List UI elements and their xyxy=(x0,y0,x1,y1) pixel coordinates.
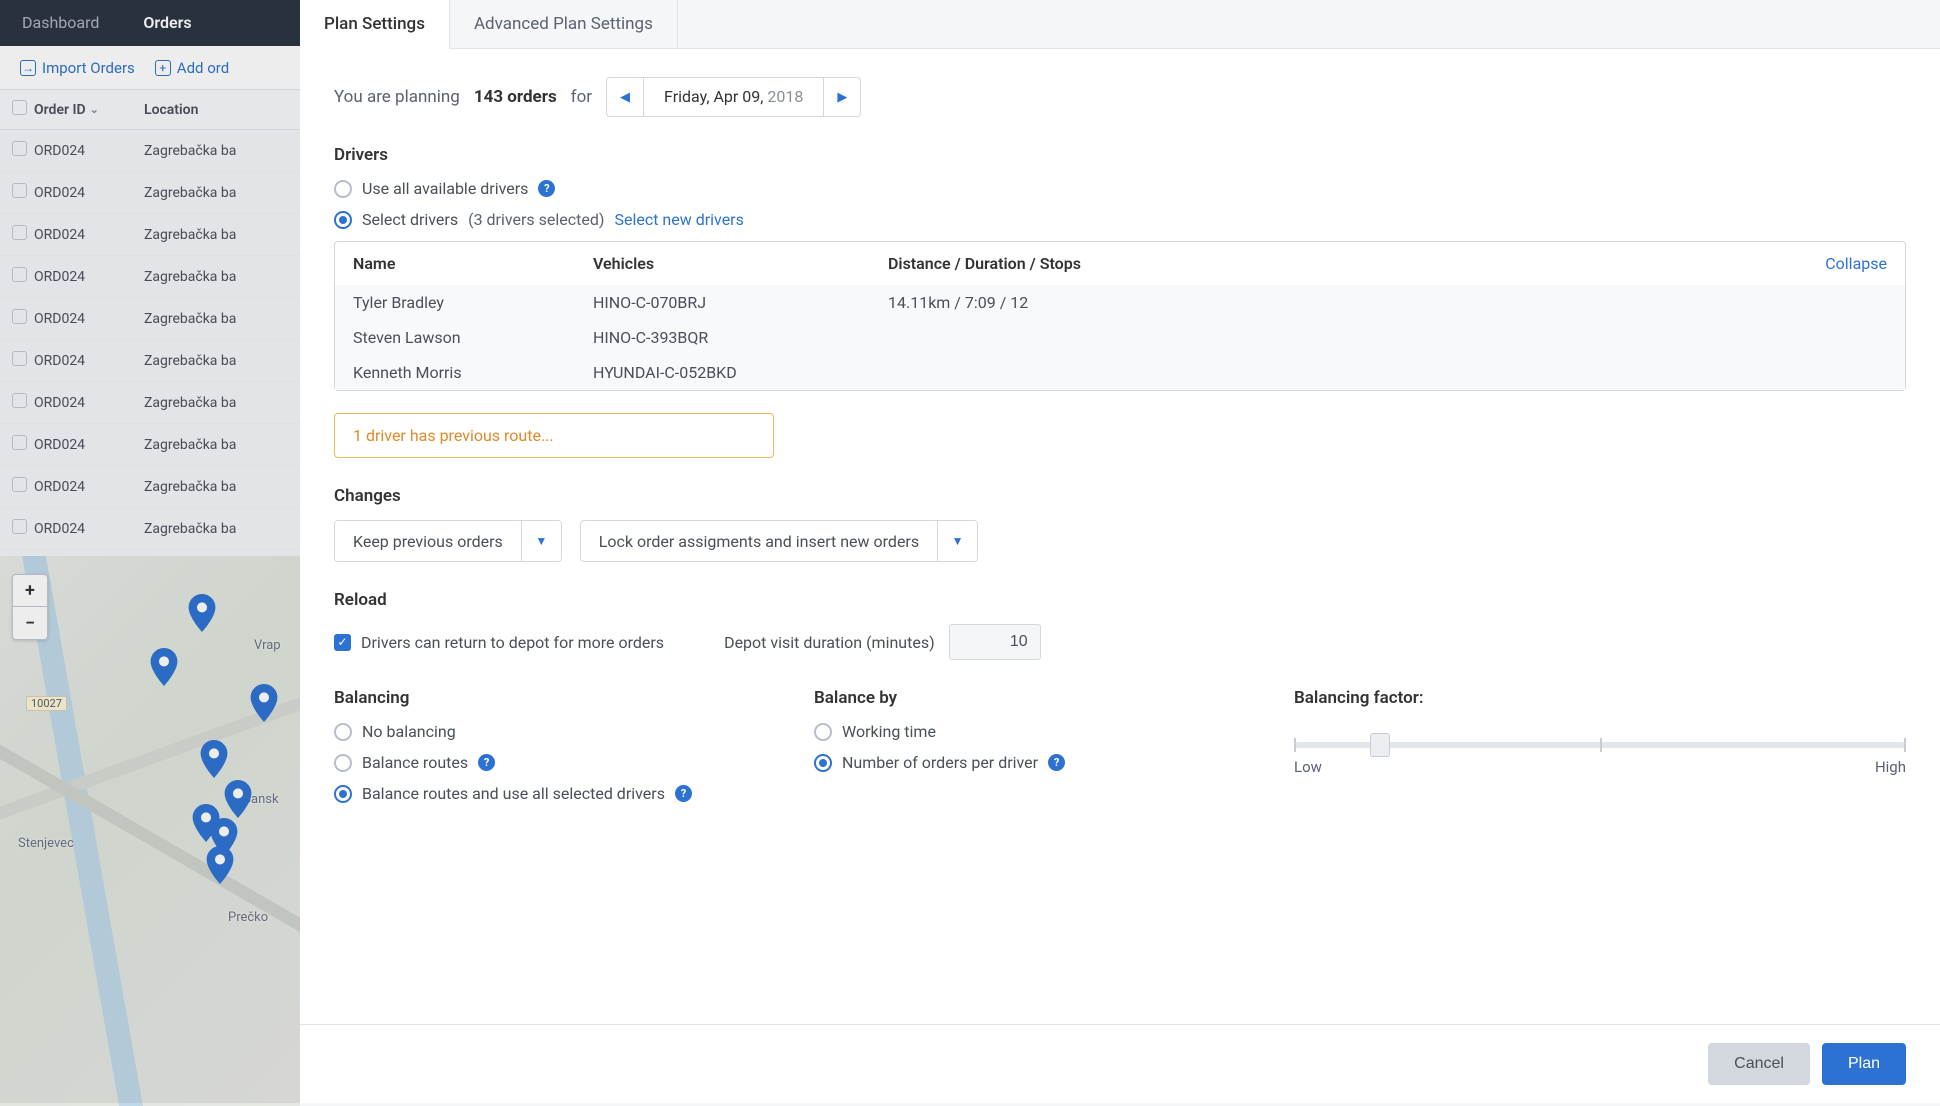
plan-button[interactable]: Plan xyxy=(1822,1043,1906,1085)
radio-select-drivers[interactable] xyxy=(334,211,352,229)
reload-row: ✓ Drivers can return to depot for more o… xyxy=(334,624,1906,660)
reload-checkbox-row[interactable]: ✓ Drivers can return to depot for more o… xyxy=(334,633,664,652)
changes-selects: Keep previous orders ▼ Lock order assigm… xyxy=(334,520,1906,562)
radio-option[interactable]: No balancing xyxy=(334,722,754,741)
balancing-columns: Balancing No balancing Balance routes ? … xyxy=(334,688,1906,815)
caret-down-icon: ▼ xyxy=(937,521,977,561)
modal-backdrop xyxy=(0,0,300,1103)
drivers-option-select[interactable]: Select drivers (3 drivers selected) Sele… xyxy=(334,210,1906,229)
driver-row[interactable]: Steven Lawson HINO-C-393BQR xyxy=(335,320,1905,355)
caret-down-icon: ▼ xyxy=(521,521,561,561)
col-vehicle: Vehicles xyxy=(593,254,888,273)
slider-thumb[interactable] xyxy=(1370,733,1390,757)
radio-all-drivers[interactable] xyxy=(334,180,352,198)
balance-by-title: Balance by xyxy=(814,688,1234,708)
tab-advanced-plan-settings[interactable]: Advanced Plan Settings xyxy=(450,0,678,48)
slider-labels: Low High xyxy=(1294,758,1906,776)
planning-summary: You are planning 143 orders for ◀ Friday… xyxy=(334,77,1906,117)
dialog-footer: Cancel Plan xyxy=(300,1024,1940,1103)
radio-label: Balance routes and use all selected driv… xyxy=(362,784,665,803)
radio-input[interactable] xyxy=(814,723,832,741)
plan-settings-dialog: Plan Settings Advanced Plan Settings You… xyxy=(300,0,1940,1103)
radio-input[interactable] xyxy=(334,754,352,772)
prev-date-button[interactable]: ◀ xyxy=(607,78,643,116)
cancel-button[interactable]: Cancel xyxy=(1708,1043,1810,1085)
radio-label: Number of orders per driver xyxy=(842,753,1038,772)
planning-suffix: for xyxy=(571,87,592,107)
slider-low-label: Low xyxy=(1294,758,1322,776)
radio-option[interactable]: Number of orders per driver ? xyxy=(814,753,1234,772)
select-new-drivers-link[interactable]: Select new drivers xyxy=(614,210,743,229)
radio-label: Working time xyxy=(842,722,936,741)
radio-option[interactable]: Balance routes and use all selected driv… xyxy=(334,784,754,803)
previous-route-warning: 1 driver has previous route... xyxy=(334,413,774,458)
balancing-col: Balancing No balancing Balance routes ? … xyxy=(334,688,754,815)
selected-count: (3 drivers selected) xyxy=(468,210,604,229)
tab-plan-settings[interactable]: Plan Settings xyxy=(300,0,450,49)
radio-input[interactable] xyxy=(334,785,352,803)
radio-option[interactable]: Balance routes ? xyxy=(334,753,754,772)
drivers-table-header: Name Vehicles Distance / Duration / Stop… xyxy=(335,242,1905,285)
date-display[interactable]: Friday, Apr 09, 2018 xyxy=(643,78,824,116)
slider-high-label: High xyxy=(1875,758,1906,776)
date-picker: ◀ Friday, Apr 09, 2018 ▶ xyxy=(606,77,861,117)
planning-prefix: You are planning xyxy=(334,87,460,107)
col-name: Name xyxy=(353,254,593,273)
help-icon[interactable]: ? xyxy=(478,754,495,771)
reload-checkbox[interactable]: ✓ xyxy=(334,634,351,651)
driver-name: Tyler Bradley xyxy=(353,293,593,312)
radio-option[interactable]: Working time xyxy=(814,722,1234,741)
dialog-body: You are planning 143 orders for ◀ Friday… xyxy=(300,49,1940,1024)
radio-input[interactable] xyxy=(814,754,832,772)
balancing-factor-slider[interactable]: Low High xyxy=(1294,722,1906,776)
radio-label: No balancing xyxy=(362,722,456,741)
col-dds: Distance / Duration / Stops xyxy=(888,254,1825,273)
collapse-link[interactable]: Collapse xyxy=(1825,254,1887,273)
balancing-title: Balancing xyxy=(334,688,754,708)
help-icon[interactable]: ? xyxy=(675,785,692,802)
dialog-tabs: Plan Settings Advanced Plan Settings xyxy=(300,0,1940,49)
order-count: 143 orders xyxy=(474,87,557,107)
changes-section-title: Changes xyxy=(334,486,1906,506)
balance-by-col: Balance by Working time Number of orders… xyxy=(814,688,1234,815)
radio-input[interactable] xyxy=(334,723,352,741)
depot-duration-group: Depot visit duration (minutes) xyxy=(724,624,1041,660)
driver-name: Kenneth Morris xyxy=(353,363,593,382)
next-date-button[interactable]: ▶ xyxy=(824,78,860,116)
driver-dds xyxy=(888,363,1887,382)
balancing-factor-col: Balancing factor: Low High xyxy=(1294,688,1906,815)
driver-dds xyxy=(888,328,1887,347)
drivers-section-title: Drivers xyxy=(334,145,1906,165)
driver-row[interactable]: Kenneth Morris HYUNDAI-C-052BKD xyxy=(335,355,1905,390)
slider-track[interactable] xyxy=(1294,742,1906,748)
drivers-table: Name Vehicles Distance / Duration / Stop… xyxy=(334,241,1906,391)
driver-vehicle: HYUNDAI-C-052BKD xyxy=(593,363,888,382)
driver-vehicle: HINO-C-393BQR xyxy=(593,328,888,347)
driver-vehicle: HINO-C-070BRJ xyxy=(593,293,888,312)
driver-name: Steven Lawson xyxy=(353,328,593,347)
help-icon[interactable]: ? xyxy=(1048,754,1065,771)
reload-section-title: Reload xyxy=(334,590,1906,610)
help-icon[interactable]: ? xyxy=(538,180,555,197)
driver-row[interactable]: Tyler Bradley HINO-C-070BRJ 14.11km / 7:… xyxy=(335,285,1905,320)
depot-duration-label: Depot visit duration (minutes) xyxy=(724,633,935,652)
driver-dds: 14.11km / 7:09 / 12 xyxy=(888,293,1887,312)
drivers-option-all[interactable]: Use all available drivers ? xyxy=(334,179,1906,198)
balancing-factor-title: Balancing factor: xyxy=(1294,688,1906,708)
depot-duration-input[interactable] xyxy=(949,624,1041,660)
changes-select-1[interactable]: Keep previous orders ▼ xyxy=(334,520,562,562)
radio-label: Balance routes xyxy=(362,753,468,772)
changes-select-2[interactable]: Lock order assigments and insert new ord… xyxy=(580,520,978,562)
